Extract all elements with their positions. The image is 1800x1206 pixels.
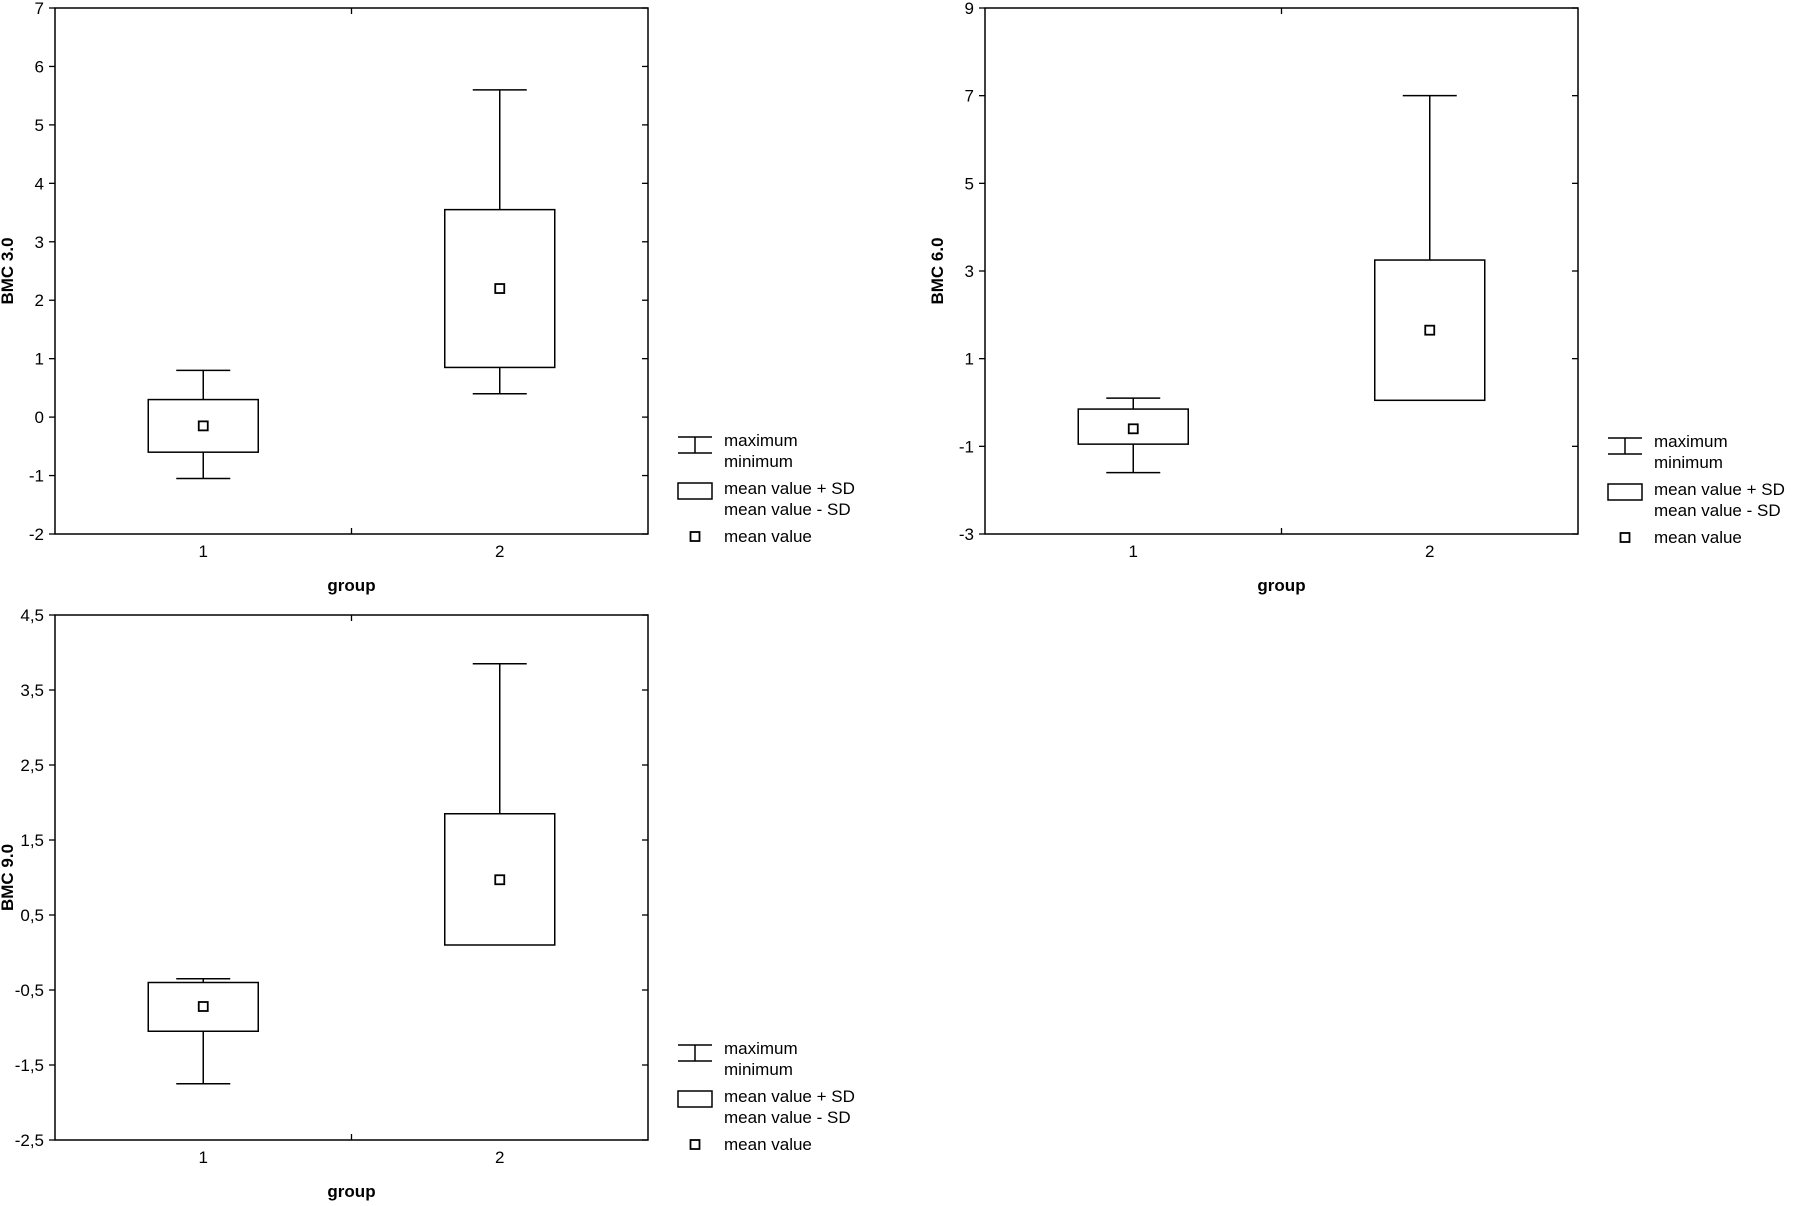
legend-label: maximum — [724, 1039, 798, 1058]
y-tick-label: 4,5 — [20, 606, 44, 625]
legend-label: mean value — [1654, 528, 1742, 547]
legend-label: minimum — [724, 452, 793, 471]
y-tick-label: 0 — [35, 408, 44, 427]
box-group-1 — [147, 369, 259, 480]
box-group-2 — [444, 89, 556, 395]
chart-panel-3: -2,5 -1,5 -0,5 0,5 1,5 2,5 3,5 4,5 1 2 group BMC 9.… — [0, 606, 855, 1201]
x-tick-label: 1 — [1129, 542, 1138, 561]
legend-label: mean value - SD — [1654, 501, 1781, 520]
y-tick-label: 1 — [35, 350, 44, 369]
plot-frame — [984, 7, 1579, 535]
mean-marker — [197, 1001, 209, 1012]
y-tick-label: 5 — [965, 174, 974, 193]
legend-box-symbol — [677, 1090, 713, 1108]
y-tick-label: 7 — [35, 0, 44, 18]
box-group-1 — [147, 978, 259, 1085]
legend-box-symbol — [1607, 483, 1643, 501]
y-tick-label: 5 — [35, 116, 44, 135]
y-axis-title: BMC 6.0 — [928, 237, 947, 304]
legend-label: mean value - SD — [724, 1108, 851, 1127]
y-tick-label: 3,5 — [20, 681, 44, 700]
legend-label: mean value - SD — [724, 500, 851, 519]
legend-label: mean value + SD — [1654, 480, 1785, 499]
x-tick-label: 2 — [495, 542, 504, 561]
y-tick-label: 0,5 — [20, 906, 44, 925]
legend-label: maximum — [1654, 432, 1728, 451]
y-tick-label: 6 — [35, 57, 44, 76]
y-tick-label: 2 — [35, 291, 44, 310]
legend-mean-symbol — [1619, 532, 1631, 543]
legend: maximum minimum mean value + SD mean value … — [1607, 432, 1785, 547]
x-axis-title: group — [327, 576, 375, 595]
x-axis-title: group — [1257, 576, 1305, 595]
legend-label: mean value + SD — [724, 479, 855, 498]
y-tick-label: 1,5 — [20, 831, 44, 850]
box-group-2 — [1374, 94, 1486, 402]
y-axis-title: BMC 3.0 — [0, 237, 17, 304]
y-axis-title: BMC 9.0 — [0, 844, 17, 911]
legend: maximum minimum mean value + SD mean value … — [677, 1039, 855, 1154]
chart-panel-1: -2 -1 0 1 2 3 4 5 6 7 1 2 group BMC 3.0 maximum minimum… — [0, 0, 855, 595]
plot-frame — [54, 7, 649, 535]
legend: maximum minimum mean value + SD mean value … — [677, 431, 855, 546]
mean-marker — [197, 420, 209, 432]
legend-mean-symbol — [689, 531, 701, 542]
y-tick-label: 7 — [965, 87, 974, 106]
mean-marker — [1127, 423, 1139, 435]
y-tick-label: -1 — [29, 467, 44, 486]
x-tick-label: 2 — [495, 1148, 504, 1167]
x-axis-title: group — [327, 1182, 375, 1201]
legend-label: minimum — [1654, 453, 1723, 472]
mean-marker — [494, 283, 506, 294]
legend-label: minimum — [724, 1060, 793, 1079]
legend-label: mean value — [724, 527, 812, 546]
y-tick-label: 3 — [35, 233, 44, 252]
x-tick-label: 2 — [1425, 542, 1434, 561]
y-tick-label: -2 — [29, 525, 44, 544]
x-tick-label: 1 — [199, 542, 208, 561]
legend-label: maximum — [724, 431, 798, 450]
box-group-1 — [1077, 397, 1189, 474]
y-tick-label: 2,5 — [20, 756, 44, 775]
mean-marker — [1424, 324, 1436, 336]
y-tick-label: 9 — [965, 0, 974, 18]
x-tick-label: 1 — [199, 1148, 208, 1167]
y-tick-label: 1 — [965, 350, 974, 369]
chart-panel-2: -3 -1 1 3 5 7 9 1 2 group BMC 6.0 maximum minimum mea… — [928, 0, 1785, 595]
mean-marker — [494, 874, 506, 886]
y-tick-label: -3 — [959, 525, 974, 544]
y-tick-label: -1 — [959, 437, 974, 456]
y-tick-label: -0,5 — [15, 981, 44, 1000]
legend-mean-symbol — [689, 1139, 701, 1150]
y-tick-label: -2,5 — [15, 1131, 44, 1150]
y-tick-label: -1,5 — [15, 1056, 44, 1075]
plot-frame — [54, 614, 649, 1141]
box-group-2 — [444, 663, 556, 946]
y-tick-label: 4 — [35, 174, 44, 193]
legend-label: mean value + SD — [724, 1087, 855, 1106]
legend-label: mean value — [724, 1135, 812, 1154]
y-tick-label: 3 — [965, 262, 974, 281]
legend-box-symbol — [677, 482, 713, 500]
